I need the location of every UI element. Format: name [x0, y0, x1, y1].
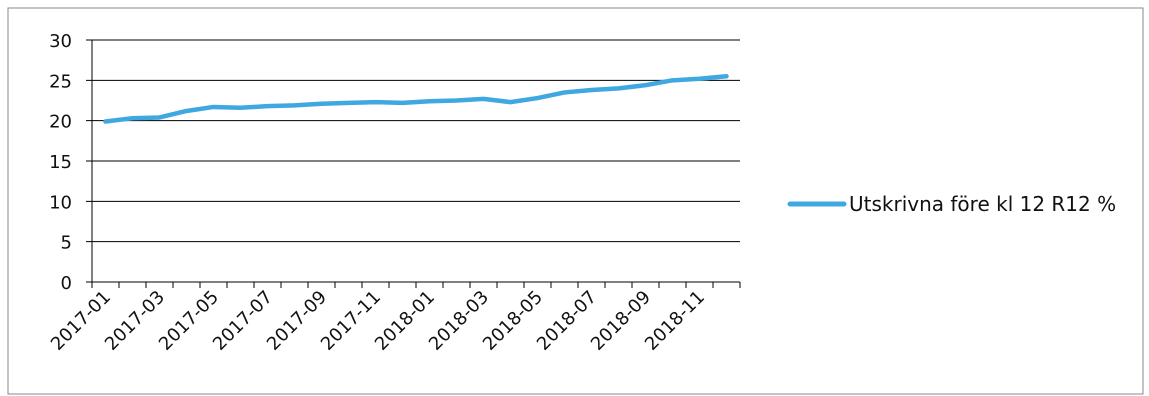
data-point	[130, 116, 135, 121]
y-tick-label-0: 0	[61, 273, 72, 294]
gridlines	[86, 39, 740, 243]
data-point	[724, 74, 729, 79]
data-point	[157, 115, 162, 120]
y-tick-label-15: 15	[49, 152, 72, 173]
x-tick-label-2018-11: 2018-11	[641, 287, 709, 355]
series-line-0	[103, 74, 729, 124]
legend: Utskrivna före kl 12 R12 %	[787, 192, 1116, 216]
x-axis-ticks: 2017-012017-032017-052017-072017-092017-…	[47, 287, 709, 355]
data-point	[535, 96, 540, 100]
data-point	[346, 101, 351, 105]
data-point	[319, 101, 324, 106]
axes	[86, 40, 741, 288]
data-point	[103, 119, 108, 124]
data-point	[265, 104, 270, 108]
data-point	[508, 100, 513, 104]
data-point	[481, 97, 486, 101]
data-point	[589, 88, 594, 92]
data-point	[643, 83, 648, 87]
y-axis-ticks: 0 5 10 15 20 25 30	[49, 31, 72, 294]
series	[103, 74, 729, 124]
data-point	[562, 90, 567, 95]
y-tick-label-20: 20	[49, 112, 72, 133]
y-tick-label-25: 25	[49, 71, 72, 92]
chart-border	[7, 7, 1144, 395]
data-point	[373, 100, 378, 104]
data-point	[292, 103, 297, 108]
data-point	[616, 86, 621, 91]
data-point	[670, 78, 675, 83]
y-tick-label-5: 5	[61, 233, 72, 254]
data-point	[454, 98, 459, 103]
data-point	[427, 99, 432, 104]
legend-label: Utskrivna före kl 12 R12 %	[849, 192, 1116, 216]
data-point	[238, 105, 243, 110]
data-point	[697, 76, 702, 81]
data-point	[184, 109, 189, 113]
data-point	[400, 101, 405, 105]
y-tick-label-10: 10	[49, 192, 72, 213]
y-tick-label-30: 30	[49, 31, 72, 52]
data-point	[211, 105, 216, 109]
